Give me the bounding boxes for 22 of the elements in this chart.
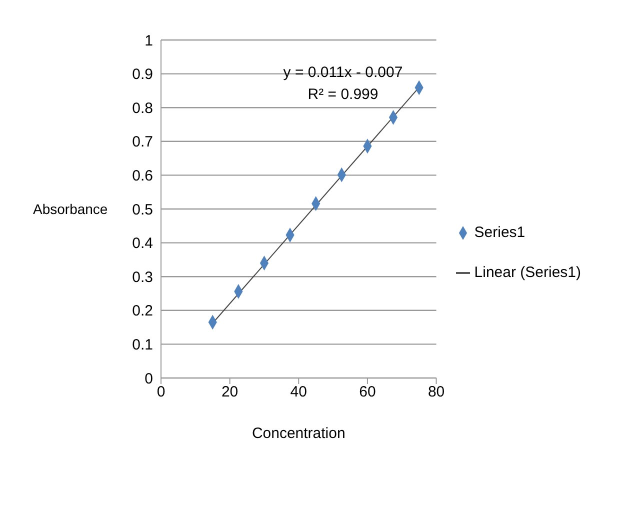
y-tick-label: 0.8 <box>132 100 153 117</box>
x-tick-label: 20 <box>221 384 238 401</box>
y-tick-label: 0 <box>144 370 153 388</box>
x-tick-label: 40 <box>290 384 307 401</box>
y-tick-label: 0.1 <box>132 336 153 354</box>
y-axis-title: Absorbance <box>33 200 108 217</box>
y-tick-label: 0.2 <box>132 302 153 320</box>
x-tick-label: 60 <box>359 384 376 401</box>
y-tick-label: 1 <box>144 32 153 50</box>
y-tick-label: 0.7 <box>132 134 153 151</box>
annotation: R² = 0.999 <box>308 86 378 103</box>
y-tick-label: 0.6 <box>132 168 153 185</box>
annotation: y = 0.011x - 0.007 <box>283 64 403 81</box>
x-tick-label: 0 <box>156 384 166 401</box>
legend-label: Linear (Series1) <box>474 264 581 281</box>
y-tick-label: 0.4 <box>132 235 153 252</box>
x-tick-label: 80 <box>428 384 445 401</box>
y-tick-label: 0.9 <box>132 66 153 84</box>
x-axis-title: Concentration <box>252 425 346 442</box>
legend-label: Series1 <box>474 224 526 241</box>
y-tick-label: 0.3 <box>132 268 153 286</box>
y-tick-label: 0.5 <box>132 201 153 218</box>
